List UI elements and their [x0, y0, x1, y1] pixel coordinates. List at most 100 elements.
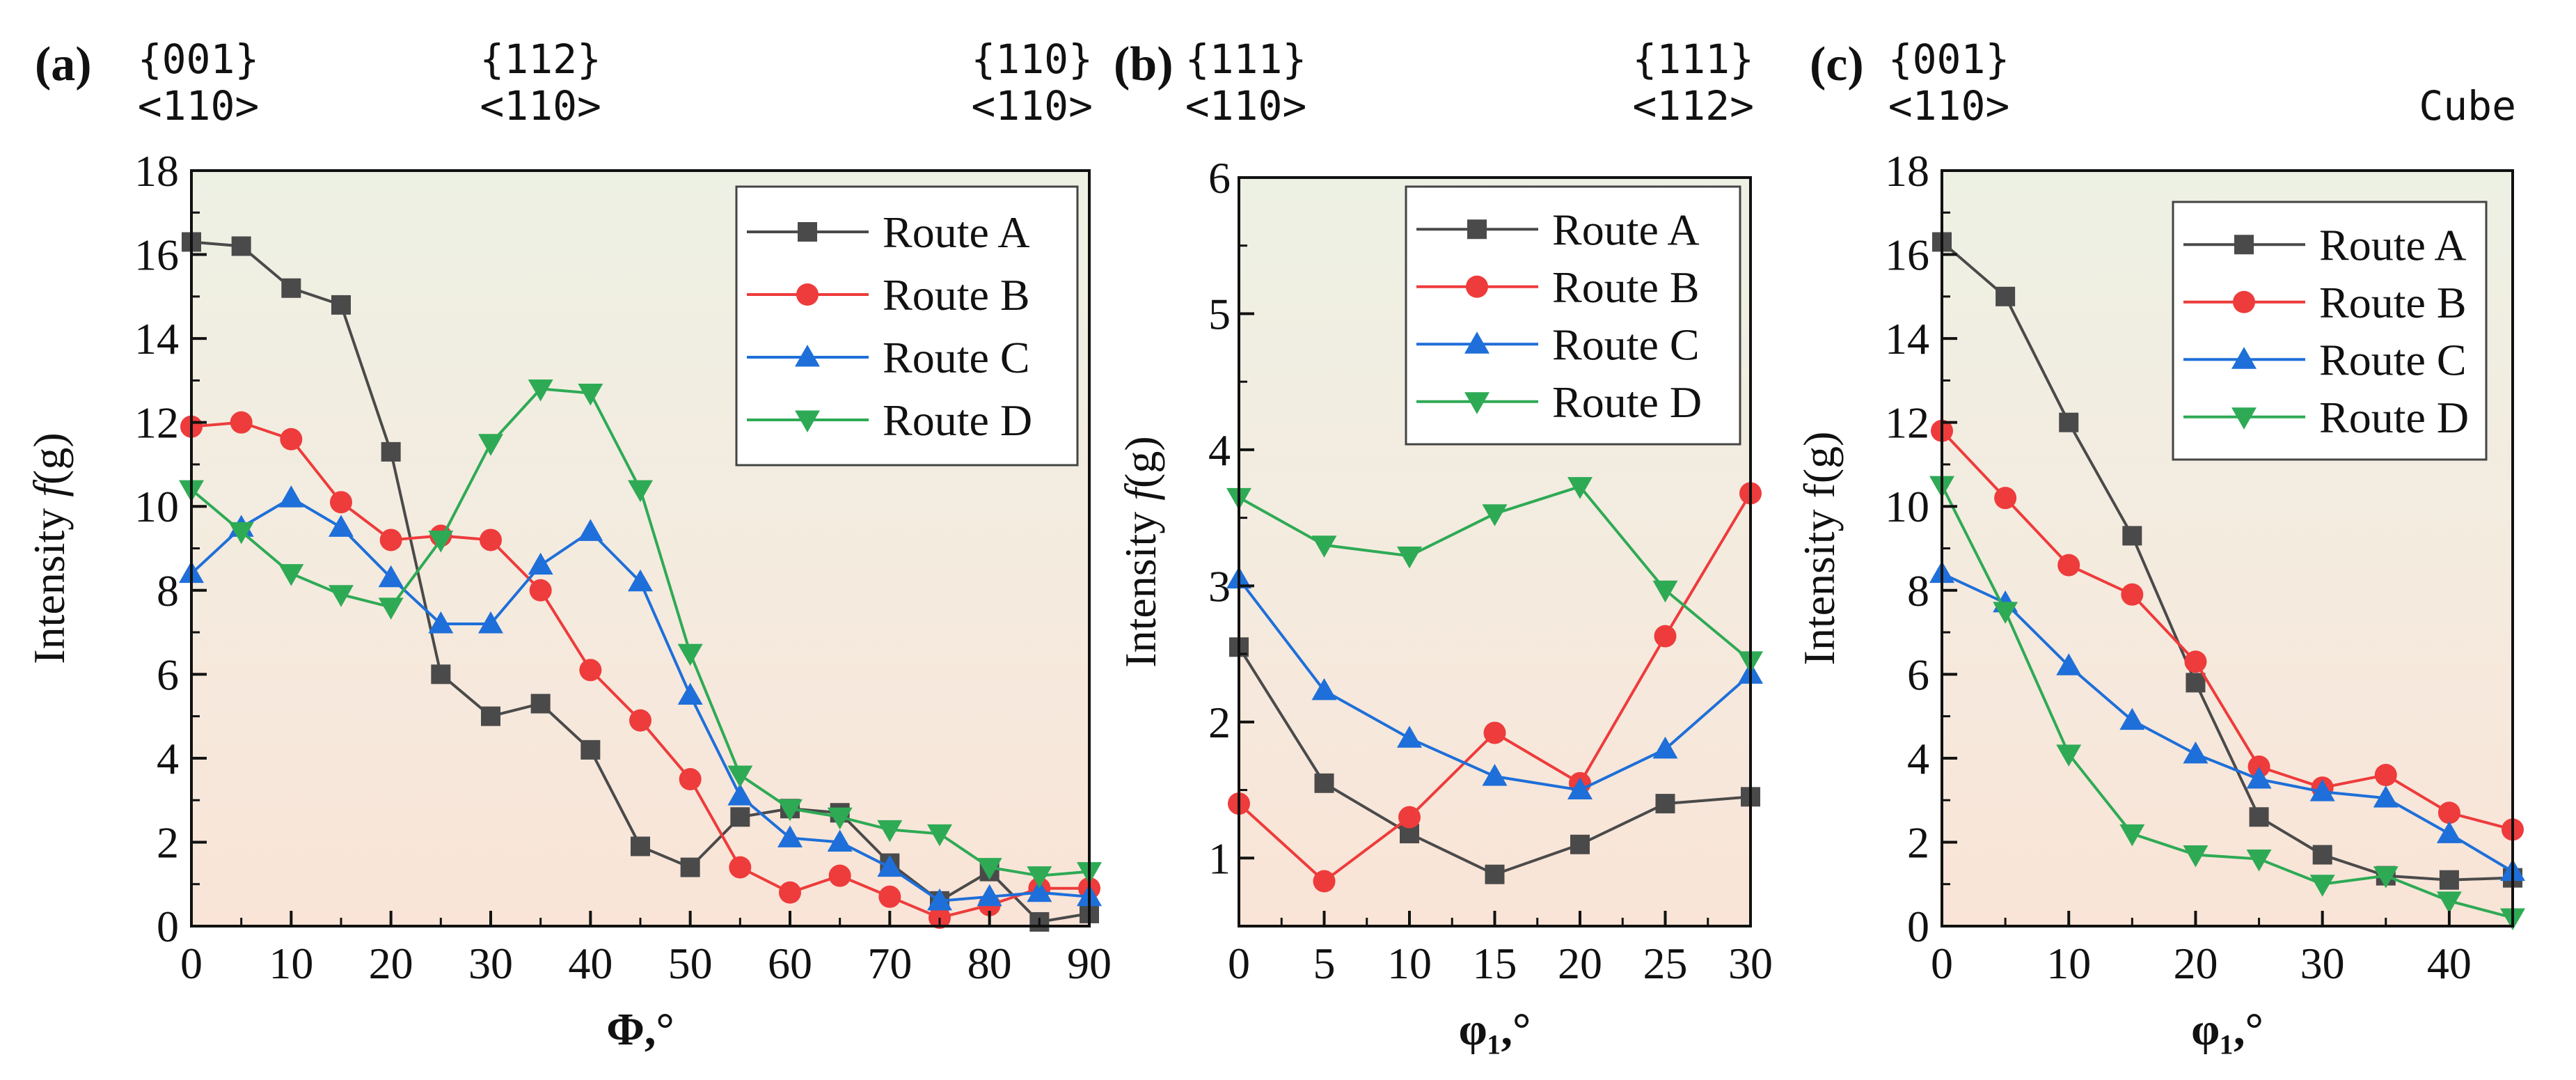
data-point [729, 856, 752, 879]
data-point [2249, 807, 2269, 827]
x-tick-label: 10 [269, 939, 313, 988]
orientation-label-direction: <112> [1632, 82, 1754, 130]
data-point [1994, 487, 2017, 510]
legend: Route A Route B Route C Route D [1405, 185, 1741, 446]
data-point [1654, 625, 1677, 648]
orientation-label-plane: {111} [1185, 36, 1307, 83]
legend-label: Route A [883, 208, 1030, 257]
data-point [1567, 477, 1593, 499]
x-tick-label: 70 [867, 939, 912, 988]
legend-item: Route D [747, 396, 1032, 445]
y-tick-label: 14 [134, 314, 179, 363]
data-point [578, 383, 603, 406]
data-point [2373, 785, 2399, 808]
data-point [878, 885, 901, 908]
y-axis-label-prefix: Intensity [24, 497, 74, 664]
legend-marker [2231, 347, 2257, 369]
x-tick-label: 80 [967, 939, 1012, 988]
data-point [378, 597, 404, 620]
orientation-label-plane: {111} [1632, 36, 1754, 83]
legend-item: Route A [1416, 205, 1700, 254]
data-point [927, 824, 952, 847]
legend-label: Route D [883, 396, 1032, 445]
data-point [2186, 673, 2206, 693]
legend-item: Route C [1416, 320, 1700, 369]
data-point [977, 858, 1002, 880]
x-axis-label: φ₁,° [1459, 1004, 1531, 1055]
data-point [580, 739, 601, 760]
orientation-label-direction: <110> [1888, 82, 2010, 130]
y-tick-label: 6 [1208, 153, 1231, 203]
data-point [231, 236, 251, 256]
data-point [1567, 777, 1593, 800]
series-line [1941, 572, 2514, 873]
y-tick-label: 3 [1208, 561, 1231, 611]
legend-item: Route A [2183, 220, 2467, 269]
data-point [2246, 767, 2272, 789]
orientation-label-plane: {112} [480, 36, 601, 83]
legend-label: Route B [2319, 278, 2467, 327]
y-tick-label: 1 [1208, 834, 1231, 883]
data-point [228, 522, 254, 545]
data-point [281, 278, 301, 298]
data-point [1397, 726, 1422, 748]
x-axis-label: φ₁,° [2191, 1004, 2263, 1055]
data-point [2439, 870, 2459, 890]
x-tick-label: 20 [369, 939, 413, 988]
legend-label: Route C [1552, 320, 1700, 369]
y-axis-label: Intensity f(g) [1116, 436, 1165, 667]
x-tick-label: 10 [1387, 939, 1432, 988]
data-point [2121, 583, 2144, 606]
legend-item: Route B [747, 270, 1030, 320]
data-point [379, 529, 402, 551]
data-point [1993, 602, 2018, 624]
orientation-label-direction: Cube [2419, 82, 2516, 130]
data-point [827, 807, 853, 830]
data-point [628, 480, 653, 503]
series-group [1929, 232, 2525, 930]
data-point [2309, 875, 2335, 897]
y-tick-label: 8 [157, 566, 179, 616]
data-point [478, 434, 503, 456]
x-tick-label: 25 [1643, 939, 1688, 988]
data-point [1311, 678, 1337, 701]
panel-label: (b) [1114, 38, 1174, 91]
legend-marker [795, 345, 820, 367]
series-route-d [179, 379, 1102, 889]
series-line [1941, 430, 2513, 831]
x-tick-label: 90 [1067, 939, 1112, 988]
data-point [1482, 504, 1508, 526]
x-tick-label: 20 [1558, 939, 1602, 988]
data-point [278, 564, 304, 586]
orientation-label-direction: <110> [971, 82, 1093, 130]
data-point [2183, 741, 2208, 764]
data-point [481, 706, 500, 726]
y-axis-label: Intensity f(g) [24, 432, 74, 664]
data-point [528, 379, 553, 402]
legend: Route A Route B Route C Route D [735, 185, 1079, 467]
data-point [727, 783, 753, 806]
legend-item: Route A [747, 208, 1030, 257]
x-tick-label: 50 [668, 939, 713, 988]
data-point [378, 565, 404, 588]
data-point [2184, 650, 2207, 673]
data-point [877, 854, 903, 877]
y-tick-label: 10 [134, 482, 179, 531]
data-point [381, 441, 401, 462]
data-point [330, 491, 352, 514]
data-point [1314, 773, 1334, 793]
x-tick-label: 20 [2173, 939, 2218, 988]
y-axis-label-prefix: Intensity f(g) [1794, 432, 1844, 666]
x-tick-label: 0 [1228, 939, 1250, 988]
data-point [2057, 554, 2080, 577]
data-point [2119, 824, 2145, 847]
legend-label: Route B [883, 270, 1030, 320]
data-point [331, 295, 351, 315]
data-point [730, 807, 750, 827]
data-point [2246, 850, 2272, 872]
legend-label: Route C [883, 333, 1030, 382]
data-point [828, 864, 851, 887]
data-point [927, 888, 952, 911]
data-point [230, 411, 253, 434]
legend-item: Route C [2183, 335, 2467, 384]
